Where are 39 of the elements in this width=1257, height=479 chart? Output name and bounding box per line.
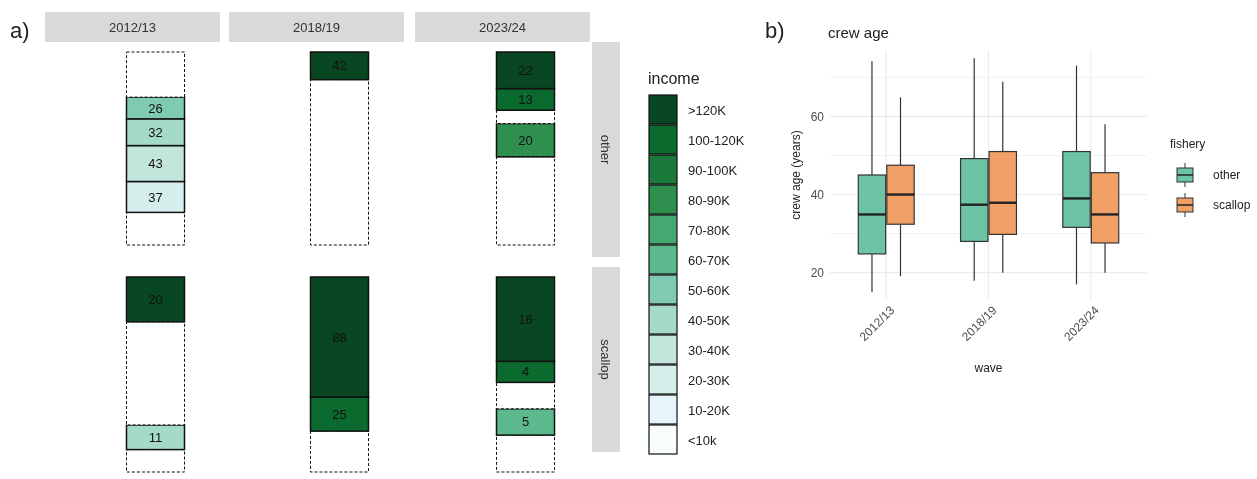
legend-label: scallop bbox=[1213, 198, 1251, 213]
data-label: 13 bbox=[518, 91, 533, 107]
data-label: 43 bbox=[148, 156, 163, 172]
y-tick-label: 20 bbox=[810, 265, 825, 280]
legend-title: fishery bbox=[1170, 137, 1206, 151]
legend-label: 40-50K bbox=[688, 312, 731, 328]
chart-title: 2023/24 bbox=[479, 19, 526, 35]
data-label: 37 bbox=[148, 189, 163, 205]
legend-label: 100-120K bbox=[688, 132, 745, 148]
data-label: 26 bbox=[148, 100, 163, 116]
text: a) bbox=[10, 18, 30, 43]
legend-label: 60-70K bbox=[688, 252, 731, 268]
y2-axis-title: other bbox=[598, 134, 614, 165]
y-axis-title: crew age (years) bbox=[789, 130, 803, 220]
y2-axis-title: scallop bbox=[598, 339, 614, 380]
data-label: 32 bbox=[148, 124, 163, 140]
x-axis-title: wave bbox=[973, 361, 1003, 375]
legend-label: 50-60K bbox=[688, 282, 731, 298]
legend-label: 30-40K bbox=[688, 342, 731, 358]
legend-title: income bbox=[648, 70, 700, 87]
data-label: 25 bbox=[332, 406, 347, 422]
chart-title: 2018/19 bbox=[293, 19, 340, 35]
legend-label: 70-80K bbox=[688, 222, 731, 238]
legend-label: 80-90K bbox=[688, 192, 731, 208]
legend-label: >120K bbox=[688, 102, 727, 118]
legend-label: other bbox=[1213, 168, 1241, 183]
y-tick-label: 60 bbox=[810, 109, 825, 124]
data-label: 4 bbox=[521, 364, 530, 380]
chart-title: 2012/13 bbox=[109, 19, 156, 35]
chart-title: crew age bbox=[828, 24, 889, 41]
text: b) bbox=[765, 18, 785, 43]
legend-label: 10-20K bbox=[688, 402, 731, 418]
legend-label: 90-100K bbox=[688, 162, 738, 178]
data-label: 20 bbox=[518, 132, 533, 148]
data-label: 5 bbox=[521, 414, 530, 430]
data-label: 11 bbox=[148, 429, 163, 445]
y-tick-label: 40 bbox=[810, 187, 825, 202]
legend-label: <10k bbox=[688, 432, 718, 448]
legend-label: 20-30K bbox=[688, 372, 731, 388]
